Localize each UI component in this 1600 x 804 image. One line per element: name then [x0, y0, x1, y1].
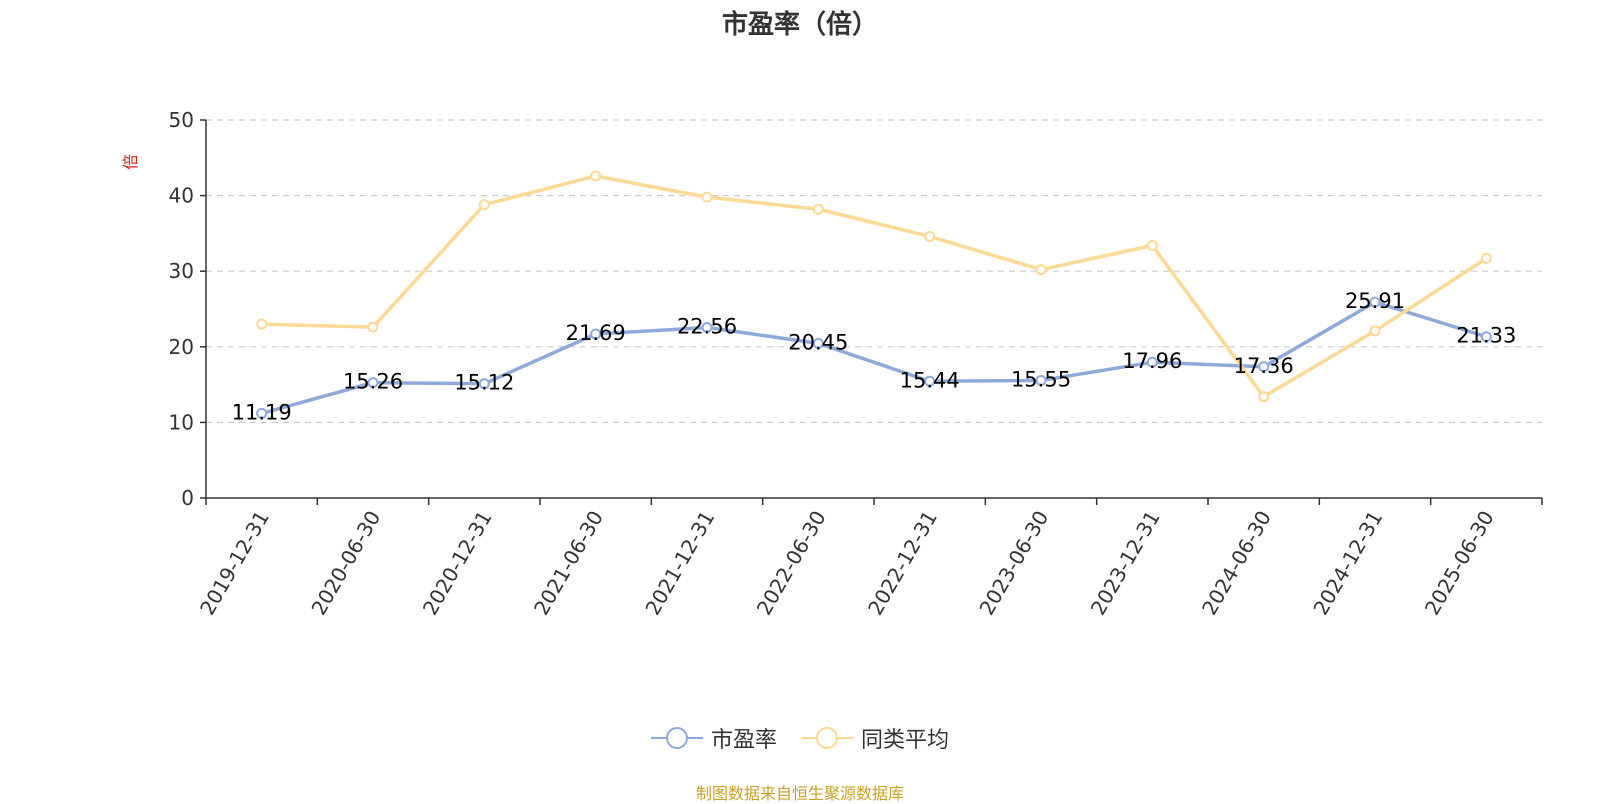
legend-line-circle-icon: [650, 727, 703, 749]
data-point: [701, 191, 713, 203]
x-tick-label: 2020-06-30: [306, 507, 385, 620]
data-point: [1258, 361, 1270, 373]
data-point: [1035, 374, 1047, 386]
legend-label: 市盈率: [710, 728, 777, 753]
x-tick-label: 2022-12-31: [863, 507, 942, 620]
data-label: 15.26: [343, 370, 403, 394]
data-point: [478, 378, 490, 390]
legend-label: 同类平均: [861, 728, 950, 753]
data-point: [256, 318, 268, 330]
x-tick-label: 2024-06-30: [1197, 507, 1276, 620]
y-tick-label: 20: [169, 335, 194, 359]
y-tick-label: 50: [169, 108, 194, 132]
x-tick-label: 2021-12-31: [640, 507, 719, 620]
legend: 市盈率 同类平均: [0, 722, 1600, 754]
grid-lines: [206, 119, 1542, 423]
x-tick-label: 2020-12-31: [418, 507, 497, 620]
data-point: [1369, 296, 1381, 308]
data-point: [256, 407, 268, 419]
series-line-2: [261, 174, 1488, 399]
data-point: [590, 328, 602, 340]
x-tick-label: 2021-06-30: [529, 507, 608, 620]
data-point: [924, 375, 936, 387]
y-tick-label: 30: [169, 259, 194, 283]
data-point: [1369, 325, 1381, 337]
y-tick-label: 40: [169, 184, 194, 208]
data-point: [1480, 252, 1492, 264]
legend-line-circle-icon: [801, 727, 853, 749]
legend-item[interactable]: 市盈率: [650, 722, 777, 754]
x-tick-label: 2022-06-30: [752, 507, 831, 620]
data-label: 15.55: [1011, 367, 1071, 391]
data-point: [701, 321, 713, 333]
data-label: 11.19: [232, 400, 292, 424]
data-labels: 11.19 15.26 15.12 21.69 22.56 20.45 15.44 15.55…: [232, 289, 1517, 424]
data-point: [1258, 391, 1270, 403]
data-point: [1035, 264, 1047, 276]
data-label: 15.12: [454, 371, 514, 395]
data-label: 20.45: [788, 330, 848, 354]
axes: 0 10 20 30 40 50 倍 2019-12-31 2020-06-30 2020-12-…: [121, 108, 1543, 620]
data-point: [924, 230, 936, 242]
data-label: 22.56: [677, 314, 737, 338]
x-tick-label: 2024-12-31: [1308, 507, 1387, 620]
data-point: [1146, 356, 1158, 368]
data-point: [1146, 239, 1158, 251]
data-point: [812, 337, 824, 349]
data-label: 21.33: [1456, 324, 1516, 348]
data-label: 25.91: [1345, 289, 1405, 313]
x-tick-label: 2025-06-30: [1420, 507, 1499, 620]
series-lines: [256, 170, 1492, 419]
y-tick-label: 0: [181, 486, 194, 510]
data-label: 17.96: [1122, 349, 1182, 373]
y-axis-unit-label: 倍: [121, 154, 140, 170]
data-point: [812, 203, 824, 215]
data-point: [478, 199, 490, 211]
chart-title: 市盈率（倍）: [721, 10, 878, 40]
data-point: [590, 170, 602, 182]
data-label: 17.36: [1234, 354, 1294, 378]
data-point: [367, 321, 379, 333]
legend-item[interactable]: 同类平均: [801, 722, 949, 754]
data-point: [1480, 331, 1492, 343]
y-tick-label: 10: [169, 410, 194, 434]
data-label: 15.44: [900, 368, 960, 392]
x-tick-label: 2023-06-30: [974, 507, 1053, 620]
x-tick-label: 2019-12-31: [195, 507, 274, 620]
data-label: 21.69: [566, 321, 626, 345]
series-line-1: [261, 300, 1487, 416]
source-footer: 制图数据来自恒生聚源数据库: [695, 784, 904, 803]
x-tick-label: 2023-12-31: [1086, 507, 1165, 620]
data-point: [367, 377, 379, 389]
